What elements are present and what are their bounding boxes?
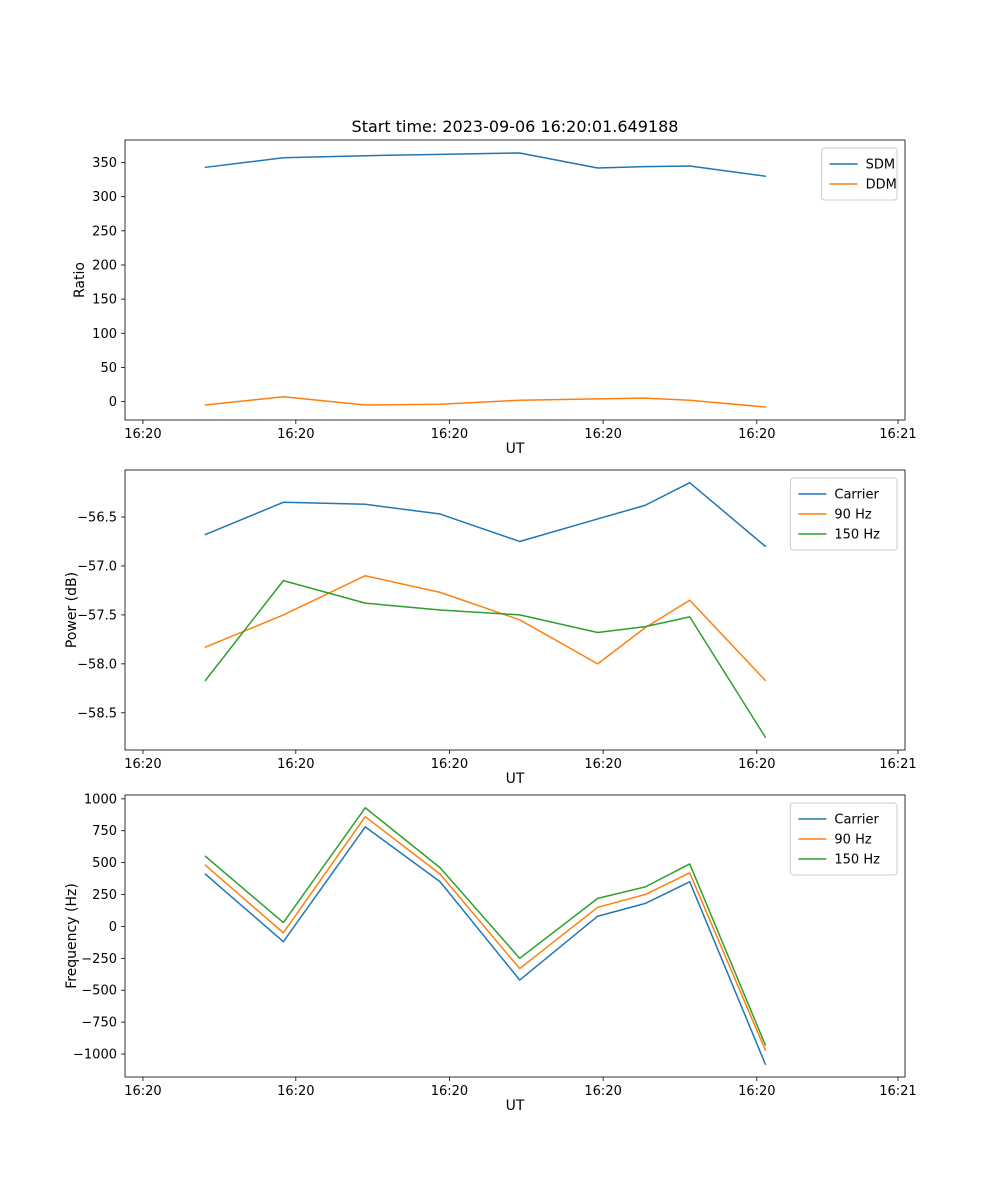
x-tick-label: 16:21 — [879, 427, 916, 442]
plot-1: 16:20 16:20 16:20 16:20 16:20 16:21 0 50 100 150 2… — [92, 139, 917, 442]
x-tick-label: 16:20 — [124, 757, 161, 772]
series-line-150-hz — [204, 807, 767, 1046]
legend-box — [821, 147, 898, 201]
y-tick-label: 200 — [92, 258, 117, 273]
legend-label: 150 Hz — [834, 853, 880, 868]
x-tick-label: 16:20 — [738, 757, 775, 772]
legend-label: 150 Hz — [834, 528, 880, 543]
x-tick-label: 16:20 — [431, 1084, 468, 1099]
x-tick-label: 16:20 — [738, 1084, 775, 1099]
x-tick-label: 16:20 — [431, 427, 468, 442]
y-tick-label: 250 — [92, 888, 117, 903]
y-tick-label: −57.5 — [77, 608, 117, 623]
series-line-sdm — [204, 152, 767, 177]
x-tick-label: 16:21 — [879, 757, 916, 772]
y-tick-label: 150 — [92, 293, 117, 308]
legend-label: DDM — [866, 178, 897, 193]
x-tick-label: 16:21 — [879, 1084, 916, 1099]
legend-label: 90 Hz — [834, 833, 871, 848]
plots-group: 16:20 16:20 16:20 16:20 16:20 16:21 0 50 100 150 2… — [73, 139, 917, 1099]
frequency-plot-ylabel: Frequency (Hz) — [64, 883, 80, 989]
x-tick-label: 16:20 — [124, 1084, 161, 1099]
plot-2: 16:20 16:20 16:20 16:20 16:20 16:21 −58.5 −58.0… — [77, 469, 917, 772]
power-plot-ylabel: Power (dB) — [64, 572, 80, 648]
legend-label: SDM — [866, 158, 895, 173]
y-tick-label: 750 — [92, 824, 117, 839]
series-line-150-hz — [204, 579, 767, 739]
x-tick-label: 16:20 — [738, 427, 775, 442]
y-tick-label: −750 — [81, 1016, 117, 1031]
x-tick-label: 16:20 — [277, 1084, 314, 1099]
y-tick-label: 500 — [92, 856, 117, 871]
legend-label: Carrier — [834, 488, 879, 503]
x-tick-label: 16:20 — [584, 427, 621, 442]
y-tick-label: −500 — [81, 984, 117, 999]
power-plot-xlabel: UT — [506, 771, 525, 787]
x-tick-label: 16:20 — [277, 427, 314, 442]
series-line-90-hz — [204, 574, 767, 682]
x-tick-label: 16:20 — [584, 757, 621, 772]
y-tick-label: −58.0 — [77, 657, 117, 672]
figure-title: Start time: 2023-09-06 16:20:01.649188 — [352, 117, 679, 136]
series-line-90-hz — [204, 815, 767, 1051]
legend-box — [789, 802, 898, 876]
y-tick-label: 300 — [92, 190, 117, 205]
series-line-carrier — [204, 826, 767, 1065]
ratio-plot-ylabel: Ratio — [72, 262, 88, 298]
y-tick-label: 0 — [109, 920, 117, 935]
y-tick-label: 0 — [109, 395, 117, 410]
ratio-plot-xlabel: UT — [506, 441, 525, 457]
x-tick-label: 16:20 — [277, 757, 314, 772]
legend-label: 90 Hz — [834, 508, 871, 523]
series-line-ddm — [204, 396, 767, 408]
y-tick-label: 350 — [92, 156, 117, 171]
axes-frame — [124, 139, 906, 421]
axes-frame — [124, 469, 906, 751]
frequency-plot-xlabel: UT — [506, 1098, 525, 1114]
x-tick-label: 16:20 — [124, 427, 161, 442]
x-tick-label: 16:20 — [431, 757, 468, 772]
plot-3: 16:20 16:20 16:20 16:20 16:20 16:21 −1000 −750 −… — [73, 792, 917, 1099]
y-tick-label: 50 — [100, 361, 117, 376]
y-tick-label: −57.0 — [77, 559, 117, 574]
y-tick-label: 250 — [92, 224, 117, 239]
x-tick-label: 16:20 — [584, 1084, 621, 1099]
y-tick-label: −1000 — [73, 1048, 117, 1063]
y-tick-label: 100 — [92, 327, 117, 342]
legend-box — [789, 477, 898, 551]
y-tick-label: −250 — [81, 952, 117, 967]
axes-frame — [124, 794, 906, 1078]
y-tick-label: −58.5 — [77, 706, 117, 721]
series-line-carrier — [204, 481, 767, 548]
legend-label: Carrier — [834, 813, 879, 828]
y-tick-label: −56.5 — [77, 510, 117, 525]
y-tick-label: 1000 — [84, 792, 117, 807]
